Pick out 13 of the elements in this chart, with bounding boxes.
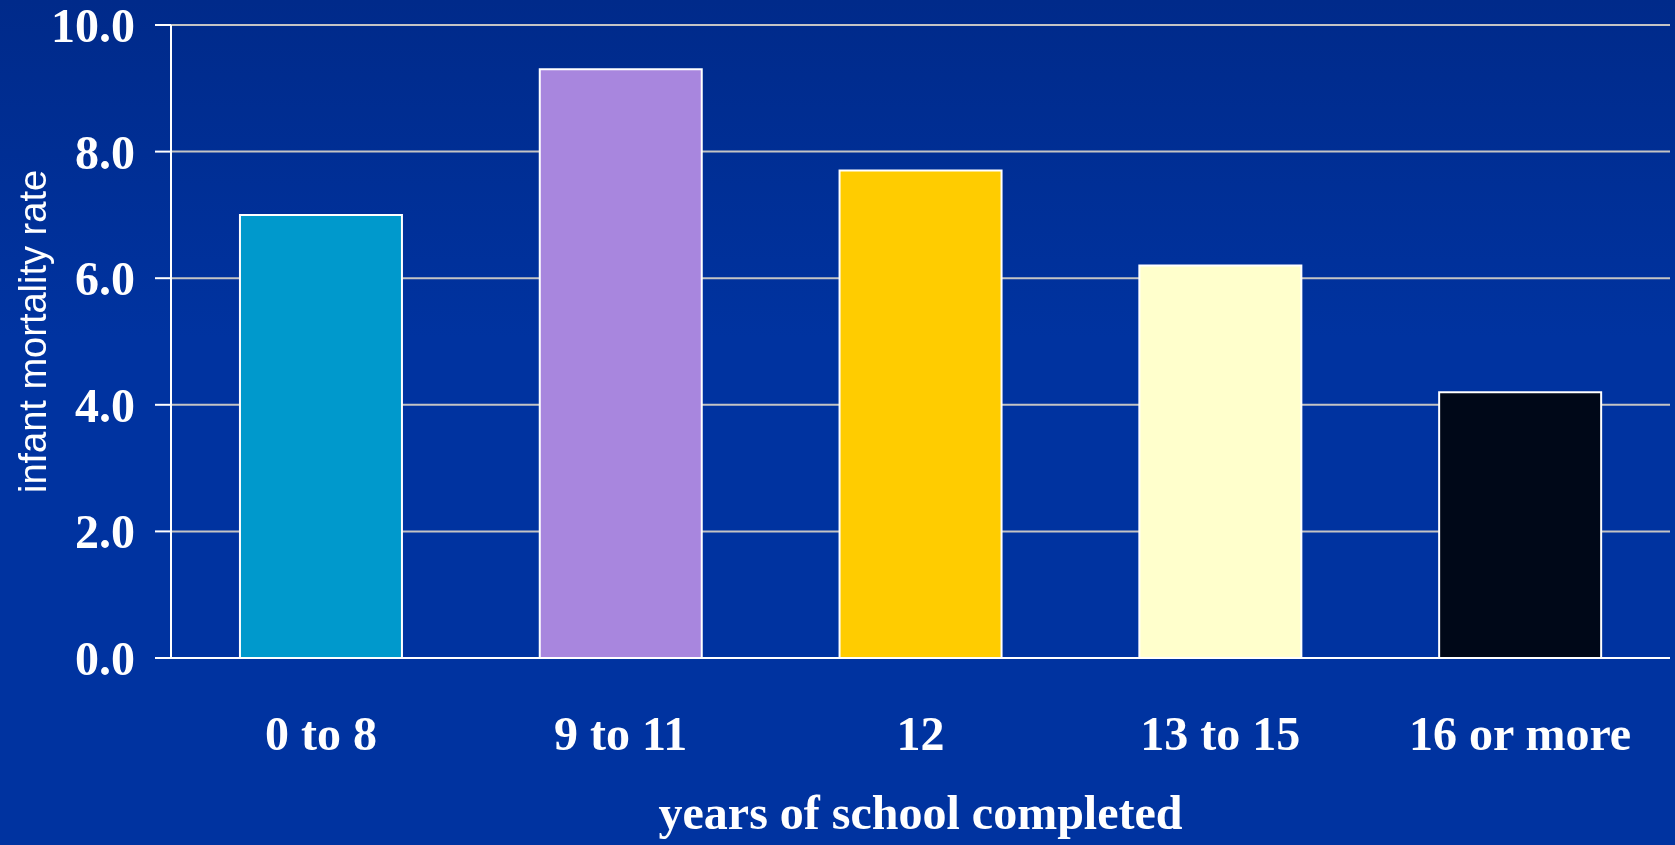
y-tick-label: 2.0 xyxy=(75,505,135,559)
x-tick-label: 13 to 15 xyxy=(1140,707,1301,761)
x-tick-label: 9 to 11 xyxy=(554,707,688,761)
x-axis-title: years of school completed xyxy=(658,786,1183,839)
x-tick-label: 0 to 8 xyxy=(264,707,377,761)
y-tick-label: 4.0 xyxy=(75,378,135,432)
x-tick-label: 12 xyxy=(896,707,945,761)
y-axis-title: infant mortality rate xyxy=(12,169,54,494)
y-tick-label: 0.0 xyxy=(75,632,135,686)
y-tick-label: 6.0 xyxy=(75,252,135,306)
y-tick-label: 8.0 xyxy=(75,125,135,179)
y-tick-label: 10.0 xyxy=(51,0,135,53)
x-tick-label: 16 or more xyxy=(1409,707,1632,761)
